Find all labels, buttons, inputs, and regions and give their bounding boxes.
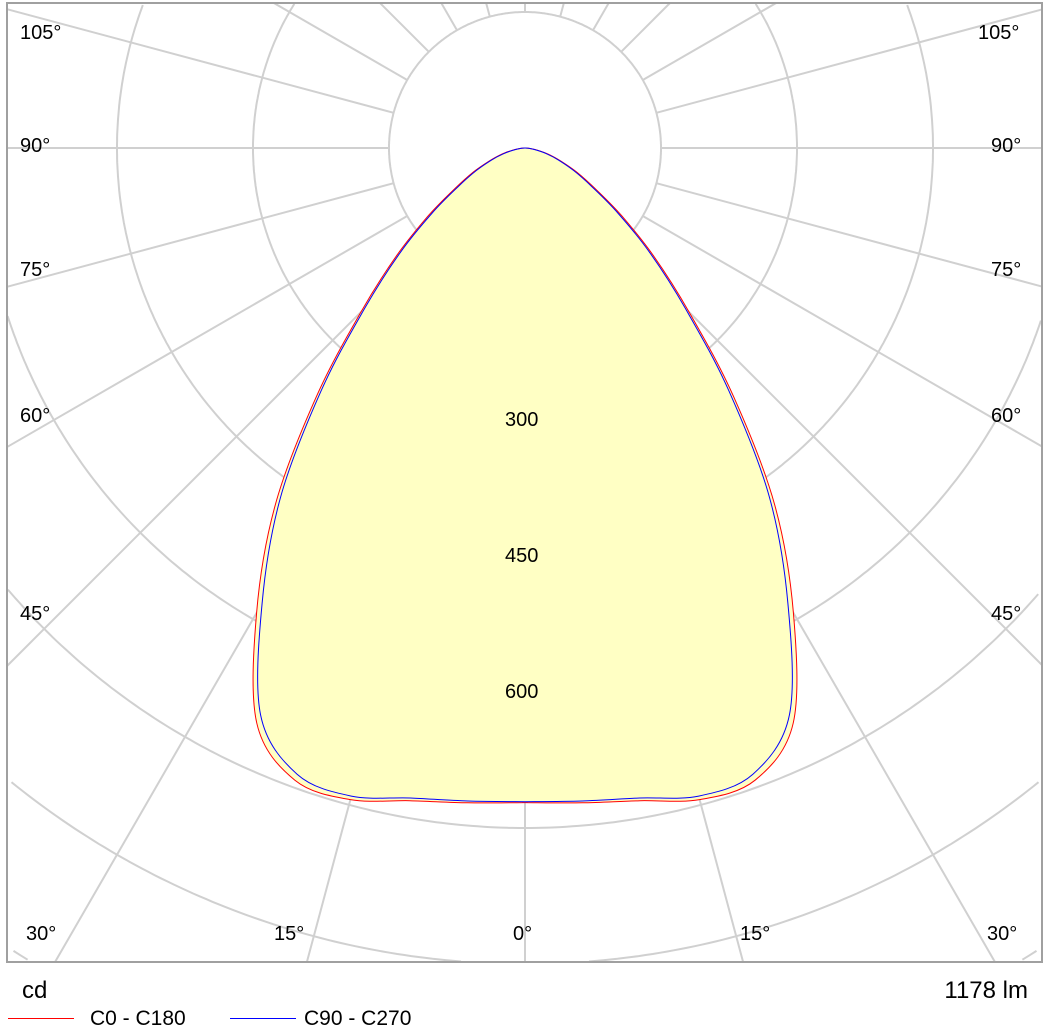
grid-spoke [656,8,1043,114]
legend-line-c90 [230,1018,296,1019]
angle-label-right-15: 15° [740,923,771,945]
angle-label-left-15: 15° [274,923,305,945]
grid-spoke [440,2,458,31]
legend-label-c0: C0 - C180 [90,1007,186,1030]
grid-circle [10,781,1040,963]
grid-spoke [620,2,671,53]
angle-label-left-45: 45° [20,603,51,625]
legend-line-c0 [8,1018,74,1019]
grid-spoke [592,2,610,31]
grid-circle [12,950,1038,961]
plot-frame [6,2,1043,963]
radial-label-600: 600 [505,681,539,703]
angle-label-right-90: 90° [991,135,1022,157]
grid-spoke [620,243,1043,666]
grid-spoke [642,2,777,81]
angle-label-left-105: 105° [20,22,62,44]
angle-label-left-75: 75° [20,259,51,281]
angle-label-0: 0° [513,923,533,945]
legend-label-c90: C90 - C270 [304,1007,412,1030]
grid-spoke [642,215,1043,448]
grid-circle [388,11,662,285]
angle-label-right-45: 45° [991,603,1022,625]
angle-label-right-60: 60° [991,405,1022,427]
grid-spoke [485,2,491,17]
grid-spoke [6,243,430,667]
radial-label-450: 450 [505,545,539,567]
radial-label-300: 300 [505,409,539,431]
angle-label-left-90: 90° [20,135,51,157]
angle-label-right-105: 105° [978,22,1020,44]
unit-label: cd [22,977,48,1004]
series-curve-1 [257,147,793,803]
angle-label-right-75: 75° [991,259,1022,281]
flux-label: 1178 lm [944,977,1028,1004]
grid-spoke [656,182,1043,288]
grid-spoke [273,2,408,81]
grid-circle [7,588,1039,829]
grid-spoke [379,2,430,53]
angle-label-left-30: 30° [26,923,57,945]
angle-label-right-30: 30° [987,923,1018,945]
angle-label-left-60: 60° [20,405,51,427]
grid-spoke [6,8,394,114]
intensity-fill [253,148,797,803]
grid-spoke [6,182,394,288]
grid-spoke [6,215,408,448]
grid-spoke [559,2,565,17]
